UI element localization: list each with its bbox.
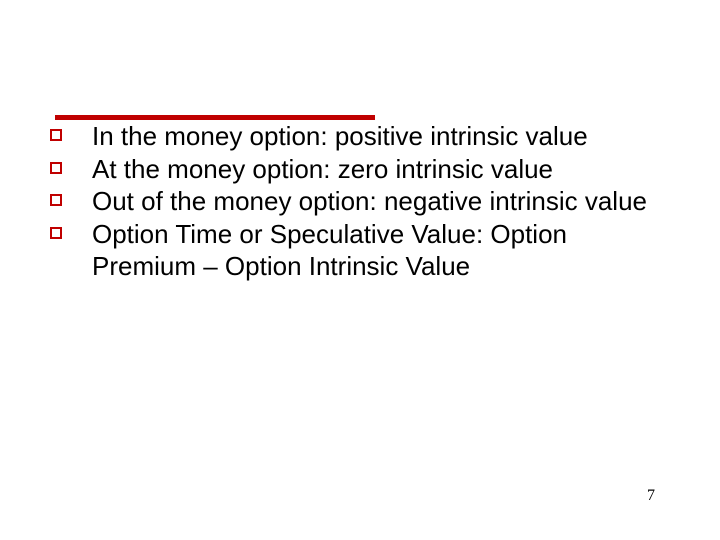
bullet-list: In the money option: positive intrinsic … (50, 120, 670, 283)
list-item-text: Option Time or Speculative Value: Option… (92, 218, 670, 283)
list-item: At the money option: zero intrinsic valu… (50, 153, 670, 186)
square-bullet-icon (50, 227, 62, 239)
list-item-text: At the money option: zero intrinsic valu… (92, 153, 553, 186)
list-item-text: In the money option: positive intrinsic … (92, 120, 588, 153)
square-bullet-icon (50, 162, 62, 174)
square-bullet-icon (50, 129, 62, 141)
page-number: 7 (647, 487, 655, 505)
list-item: In the money option: positive intrinsic … (50, 120, 670, 153)
list-item-text: Out of the money option: negative intrin… (92, 185, 647, 218)
list-item: Option Time or Speculative Value: Option… (50, 218, 670, 283)
list-item: Out of the money option: negative intrin… (50, 185, 670, 218)
square-bullet-icon (50, 194, 62, 206)
slide-container: In the money option: positive intrinsic … (0, 0, 720, 540)
content-area: In the money option: positive intrinsic … (50, 120, 670, 283)
horizontal-rule (55, 115, 375, 120)
